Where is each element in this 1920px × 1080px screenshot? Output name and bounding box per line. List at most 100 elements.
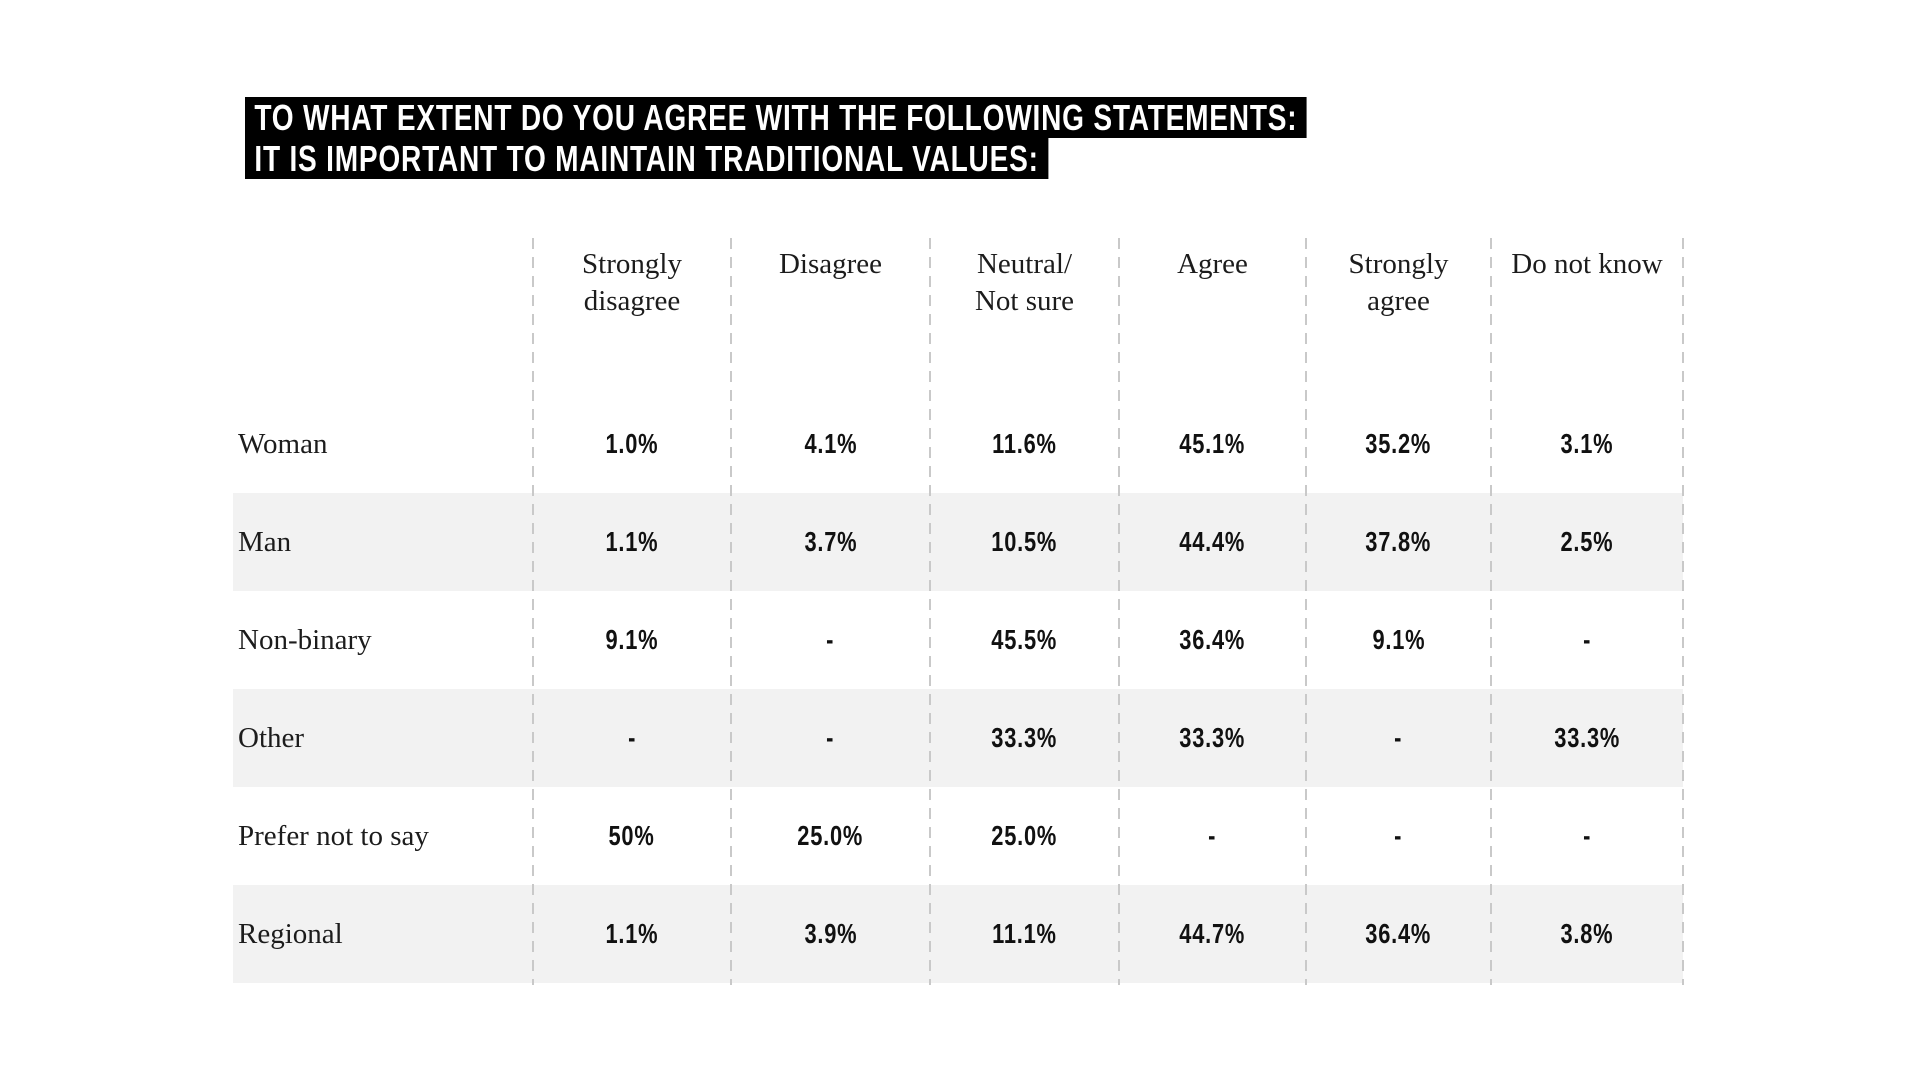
row-label: Regional	[238, 917, 343, 950]
chart-title: TO WHAT EXTENT DO YOU AGREE WITH THE FOL…	[245, 97, 1606, 179]
column-header-strongly-disagree: Strongly disagree	[533, 242, 731, 320]
value: 33.3%	[1554, 722, 1620, 753]
column-header-line: Disagree	[778, 248, 883, 280]
value: 1.1%	[605, 526, 659, 557]
value: 36.4%	[1179, 624, 1246, 655]
table-row-prefer-not-to-say: Prefer not to say 50% 25.0% 25.0% - - -	[233, 787, 1683, 885]
value: -	[1394, 820, 1403, 851]
column-divider	[1682, 238, 1684, 985]
value-cell: 2.5%	[1491, 526, 1683, 558]
column-divider	[1305, 238, 1307, 985]
value: 2.5%	[1560, 526, 1614, 557]
value-cell: 3.8%	[1491, 918, 1683, 950]
value-cell: 36.4%	[1306, 918, 1491, 950]
value: 1.0%	[605, 428, 659, 459]
column-header-agree: Agree	[1119, 242, 1306, 283]
value: -	[627, 722, 637, 753]
value-cell: 37.8%	[1306, 526, 1491, 558]
value: 11.6%	[992, 428, 1057, 459]
column-header-line: agree	[1367, 285, 1430, 317]
column-header-neutral: Neutral/ Not sure	[930, 242, 1119, 320]
value-cell: 10.5%	[930, 526, 1119, 558]
row-label: Woman	[238, 427, 328, 460]
value-cell: -	[731, 722, 930, 754]
value: 36.4%	[1365, 918, 1432, 949]
value: 25.0%	[991, 820, 1058, 851]
value: 3.7%	[804, 526, 857, 557]
value-cell: 3.9%	[731, 918, 930, 950]
value-cell: 33.3%	[930, 722, 1119, 754]
value-cell: 9.1%	[1306, 624, 1491, 656]
value-cell: 45.1%	[1119, 428, 1306, 460]
value: 35.2%	[1365, 428, 1432, 459]
title-line-1-wrap: TO WHAT EXTENT DO YOU AGREE WITH THE FOL…	[245, 97, 1606, 138]
value: 33.3%	[991, 722, 1058, 753]
value-cell: 4.1%	[731, 428, 930, 460]
title-line-2-wrap: IT IS IMPORTANT TO MAINTAIN TRADITIONAL …	[245, 138, 1606, 179]
value-cell: 33.3%	[1491, 722, 1683, 754]
column-divider	[532, 238, 534, 985]
table-header-row: Strongly disagree Disagree Neutral/ Not …	[233, 242, 1683, 395]
value: 9.1%	[1372, 624, 1425, 655]
value-cell: 36.4%	[1119, 624, 1306, 656]
column-divider	[1118, 238, 1120, 985]
value: 3.8%	[1560, 918, 1614, 949]
value-cell: 1.1%	[533, 918, 731, 950]
title-line-1: TO WHAT EXTENT DO YOU AGREE WITH THE FOL…	[245, 97, 1307, 138]
row-label: Man	[238, 525, 292, 558]
value-cell: 44.7%	[1119, 918, 1306, 950]
value: 45.5%	[991, 624, 1058, 655]
value: 44.4%	[1179, 526, 1246, 557]
value-cell: 11.6%	[930, 428, 1119, 460]
table-row-man: Man 1.1% 3.7% 10.5% 44.4% 37.8% 2.5%	[233, 493, 1683, 591]
value: -	[1582, 624, 1592, 655]
survey-data-table: Strongly disagree Disagree Neutral/ Not …	[233, 242, 1683, 983]
title-line-2: IT IS IMPORTANT TO MAINTAIN TRADITIONAL …	[245, 138, 1049, 179]
value: 1.1%	[605, 918, 659, 949]
column-header-line: Not sure	[974, 285, 1075, 317]
row-label: Prefer not to say	[238, 819, 429, 852]
column-header-do-not-know: Do not know	[1491, 242, 1683, 283]
value: 3.9%	[804, 918, 857, 949]
value-cell: -	[731, 624, 930, 656]
table-row-woman: Woman 1.0% 4.1% 11.6% 45.1% 35.2% 3.1%	[233, 395, 1683, 493]
table-row-other: Other - - 33.3% 33.3% - 33.3%	[233, 689, 1683, 787]
value: 37.8%	[1365, 526, 1432, 557]
value: -	[1208, 820, 1217, 851]
table-row-regional: Regional 1.1% 3.9% 11.1% 44.7% 36.4% 3.8…	[233, 885, 1683, 983]
value-cell: 3.1%	[1491, 428, 1683, 460]
row-label: Non-binary	[238, 623, 372, 656]
value-cell: 33.3%	[1119, 722, 1306, 754]
value: 3.1%	[1560, 428, 1614, 459]
column-divider	[1490, 238, 1492, 985]
column-divider	[730, 238, 732, 985]
value-cell: -	[1491, 624, 1683, 656]
column-header-line: Strongly	[582, 248, 682, 280]
column-header-line: disagree	[583, 285, 681, 317]
column-header-line: Neutral/	[976, 248, 1072, 280]
value-cell: 1.1%	[533, 526, 731, 558]
value-cell: -	[1306, 820, 1491, 852]
value-cell: 11.1%	[930, 918, 1119, 950]
value: -	[826, 722, 835, 753]
value-cell: -	[1119, 820, 1306, 852]
value-cell: -	[1491, 820, 1683, 852]
value-cell: -	[533, 722, 731, 754]
value: 9.1%	[605, 624, 659, 655]
value: -	[1582, 820, 1592, 851]
column-header-disagree: Disagree	[731, 242, 930, 283]
value: -	[1394, 722, 1403, 753]
value-cell: 3.7%	[731, 526, 930, 558]
value-cell: 35.2%	[1306, 428, 1491, 460]
value-cell: 25.0%	[731, 820, 930, 852]
value-cell: 25.0%	[930, 820, 1119, 852]
column-header-line: Strongly	[1348, 248, 1449, 280]
column-header-line: Agree	[1177, 248, 1248, 280]
value: 4.1%	[804, 428, 857, 459]
value: 25.0%	[797, 820, 864, 851]
value: 44.7%	[1179, 918, 1246, 949]
table-row-non-binary: Non-binary 9.1% - 45.5% 36.4% 9.1% -	[233, 591, 1683, 689]
value: 50%	[608, 820, 656, 851]
value-cell: 1.0%	[533, 428, 731, 460]
